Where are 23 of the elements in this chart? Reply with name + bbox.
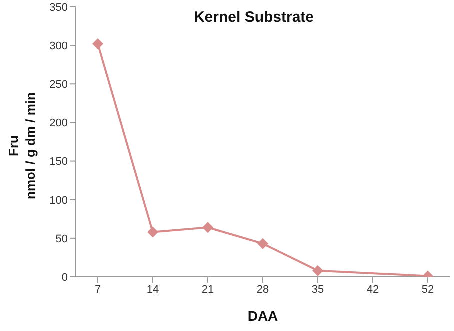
x-axis-title: DAA (248, 308, 278, 324)
y-tick-label: 150 (50, 156, 68, 168)
point (312, 265, 324, 276)
y-tick-label: 300 (50, 40, 68, 52)
y-axis-title: Fru nmol / g dm / min (6, 92, 38, 200)
x-tick-label: 28 (256, 284, 270, 296)
y-tick-label: 350 (50, 2, 68, 14)
y-tick-label: 250 (50, 79, 68, 92)
y-tick-label: 100 (50, 194, 68, 207)
point (202, 222, 214, 234)
chart-title: Kernel Substrate (194, 9, 314, 26)
x-tick-label: 21 (202, 284, 214, 296)
x-tick-label: 7 (94, 284, 102, 296)
x-tick-label: 35 (312, 284, 324, 296)
x-tick-label: 14 (146, 284, 160, 296)
point (148, 226, 158, 238)
y-tick-label: 200 (50, 118, 68, 130)
x-tick-label: 42 (366, 284, 380, 296)
x-tick-label: 52 (422, 284, 434, 296)
point (92, 38, 104, 50)
point (258, 238, 268, 250)
y-tick-label: 0 (62, 272, 68, 284)
y-tick-label: 50 (56, 233, 68, 246)
